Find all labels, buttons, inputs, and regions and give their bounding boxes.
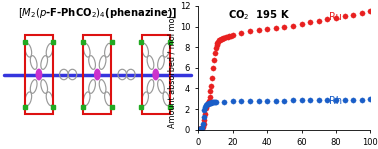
Circle shape bbox=[153, 69, 158, 80]
Bar bbox=[142, 35, 170, 114]
Bar bbox=[83, 35, 112, 114]
Circle shape bbox=[94, 69, 100, 80]
Y-axis label: Amount absorbed / mol mol⁻¹: Amount absorbed / mol mol⁻¹ bbox=[168, 8, 177, 128]
Text: CO$_2$  195 K: CO$_2$ 195 K bbox=[228, 8, 290, 22]
Bar bbox=[25, 35, 53, 114]
Text: Ru: Ru bbox=[329, 12, 342, 22]
Circle shape bbox=[36, 69, 42, 80]
Text: Rh: Rh bbox=[329, 96, 342, 106]
Text: $[M_2(p$-F-PhCO$_2)_4$(phenazine)]: $[M_2(p$-F-PhCO$_2)_4$(phenazine)] bbox=[18, 7, 177, 20]
